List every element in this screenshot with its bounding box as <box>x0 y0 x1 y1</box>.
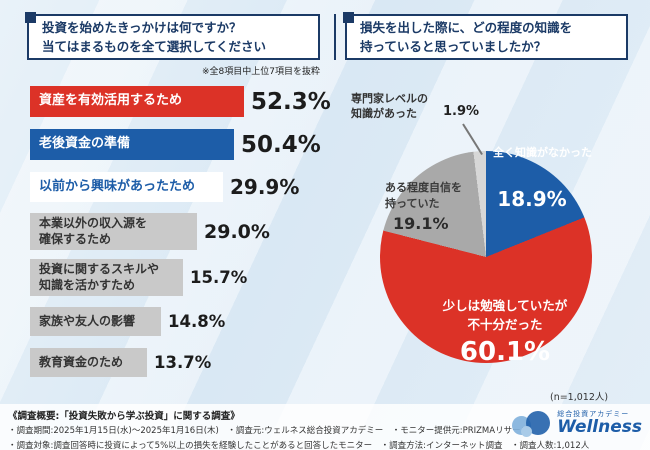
pie-value-no-knowledge: 18.9% <box>497 187 567 211</box>
bar-chart-title-box: 投資を始めたきっかけは何ですか？ 当てはまるものを全て選択してください <box>25 12 320 60</box>
pie-label-text: 知識があった <box>351 107 417 121</box>
bar-label-box: 教育資金のため <box>30 348 147 377</box>
bar-chart-note: ※全8項目中上位7項目を抜粋 <box>202 67 320 77</box>
bar-label: 本業以外の収入源を <box>39 215 148 230</box>
bar-value: 29.0% <box>204 220 270 243</box>
bar-value: 13.7% <box>154 353 212 372</box>
pie-value-some-confidence: 19.1% <box>393 214 449 233</box>
bar-label-line2: 知識を活かすため <box>39 277 136 292</box>
pie-label-text: 持っていた <box>385 196 440 210</box>
bar-row-education-fund: 教育資金のため 13.7% <box>30 348 340 377</box>
bar-label-box: 投資に関するスキルや 知識を活かすため <box>30 259 183 296</box>
bar-label-box: 家族や友人の影響 <box>30 307 161 336</box>
pie-chart-title-line1: 損失を出した際に、どの程度の知識を <box>360 19 573 35</box>
bar-label: 老後資金の準備 <box>39 136 131 152</box>
bar-value: 29.9% <box>230 175 300 199</box>
pie-label-text: 不十分だった <box>467 316 543 332</box>
wellness-logo-circles-icon <box>512 409 552 439</box>
leader-line <box>462 123 483 156</box>
pie-label-expert: 専門家レベルの 知識があった <box>351 91 428 122</box>
pie-chart <box>380 151 592 363</box>
survey-overview-line1: ・調査期間:2025年1月15日(水)〜2025年1月16日(木) ・調査元:ウ… <box>8 426 530 436</box>
bar-label-box: 資産を有効活用するため <box>30 86 244 117</box>
bar-value: 14.8% <box>168 312 226 331</box>
pie-label-text: ある程度自信を <box>385 181 462 194</box>
bar-label-box: 老後資金の準備 <box>30 129 234 160</box>
pie-label-no-knowledge: 全く知識がなかった <box>493 145 623 160</box>
bar-row-side-income: 本業以外の収入源を 確保するため 29.0% <box>30 213 340 250</box>
survey-overview-line2: ・調査対象:調査回答時に投資によって5%以上の損失を経験したことがあると回答した… <box>8 440 590 450</box>
bar-row-skills: 投資に関するスキルや 知識を活かすため 15.7% <box>30 259 340 296</box>
logo-tagline: 総合投資アカデミー <box>557 410 630 419</box>
wellness-logo-text: 総合投資アカデミー Wellness <box>557 410 642 438</box>
bar-row-interest: 以前から興味があったため 29.9% <box>30 172 340 202</box>
bar-label: 家族や友人の影響 <box>39 313 136 328</box>
bar-value: 15.7% <box>190 268 248 287</box>
logo-brand: Wellness <box>557 417 642 438</box>
bar-label: 教育資金のため <box>39 354 124 369</box>
bar-label: 投資に関するスキルや <box>39 261 160 276</box>
bar-value: 52.3% <box>251 88 331 115</box>
survey-overview-title: 《調査概要:「投資失敗から学ぶ投資」に関する調査》 <box>8 411 240 422</box>
pie-chart-area: 専門家レベルの 知識があった 1.9% 全く知識がなかった 18.9% ある程度… <box>345 85 647 403</box>
pie-chart-title-line2: 持っていると思っていましたか？ <box>360 39 547 54</box>
panel-divider <box>334 14 336 60</box>
wellness-logo: 総合投資アカデミー Wellness <box>512 409 642 439</box>
pie-chart-title-box: 損失を出した際に、どの程度の知識を 持っていると思っていましたか？ <box>343 12 628 60</box>
bar-label-box: 本業以外の収入源を 確保するため <box>30 213 197 250</box>
bar-chart: 資産を有効活用するため 52.3% 老後資金の準備 50.4% 以前から興味があ… <box>30 86 340 377</box>
pie-label-text: 全く知識がなかった <box>493 146 592 159</box>
pie-label-text: 専門家レベルの <box>351 92 428 105</box>
bar-label: 資産を有効活用するため <box>39 93 183 109</box>
bar-value: 50.4% <box>241 131 321 158</box>
bar-label-line2: 確保するため <box>39 231 112 246</box>
bar-chart-title-line2: 当てはまるものを全て選択してください <box>42 39 267 54</box>
pie-value-insufficient: 60.1% <box>459 337 551 367</box>
pie-value-expert: 1.9% <box>443 104 480 119</box>
pie-label-some-confidence: ある程度自信を 持っていた <box>385 180 462 212</box>
bar-label: 以前から興味があったため <box>39 178 196 194</box>
sample-size-label: (n=1,012人) <box>550 392 609 403</box>
pie-label-text: 少しは勉強していたが <box>442 298 568 313</box>
bar-chart-title-line1: 投資を始めたきっかけは何ですか？ <box>42 19 242 35</box>
bar-row-retirement: 老後資金の準備 50.4% <box>30 129 340 160</box>
bar-row-family-influence: 家族や友人の影響 14.8% <box>30 307 340 336</box>
bar-row-asset: 資産を有効活用するため 52.3% <box>30 86 340 117</box>
pie-label-insufficient: 少しは勉強していたが 不十分だった <box>425 297 585 335</box>
bar-label-box: 以前から興味があったため <box>30 172 223 202</box>
